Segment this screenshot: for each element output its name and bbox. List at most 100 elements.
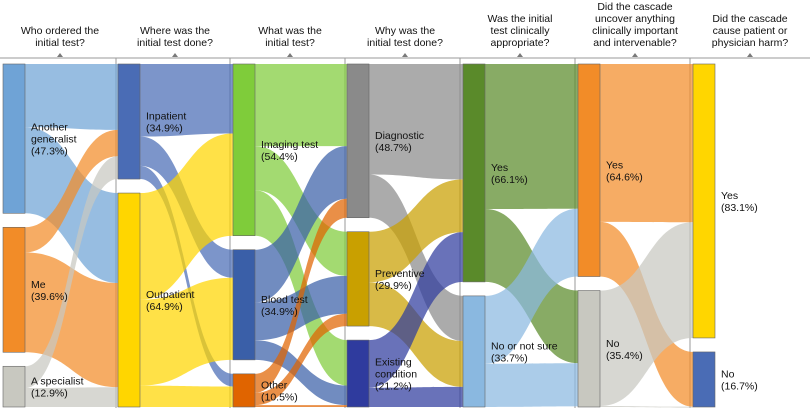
node-bar xyxy=(2,63,26,214)
node-label-line: (29.9%) xyxy=(375,280,412,292)
node-label-line: No or not sure xyxy=(491,340,558,352)
node-label: Inpatient(34.9%) xyxy=(146,111,186,135)
header-arrow-icon xyxy=(632,53,638,57)
header-arrow-icon xyxy=(287,53,293,57)
node-label-line: Inpatient xyxy=(146,111,186,123)
node-label: Preventive(29.9%) xyxy=(375,268,425,292)
flow-link xyxy=(369,386,463,407)
node-label-line: Imaging test xyxy=(261,139,318,151)
column-header-line: initial test? xyxy=(35,37,85,49)
node-bar xyxy=(577,290,601,408)
header-arrow-icon xyxy=(402,53,408,57)
node-label: Diagnostic(48.7%) xyxy=(375,130,424,154)
node-label-line: (35.4%) xyxy=(606,350,643,362)
node-label-line: (10.5%) xyxy=(261,391,298,403)
flow-link xyxy=(600,222,693,407)
node-label-line: (64.9%) xyxy=(146,301,183,313)
flow-link xyxy=(140,64,233,137)
flow-link xyxy=(600,64,693,223)
flow-link xyxy=(140,133,233,300)
column-header-line: and intervenable? xyxy=(593,37,677,49)
node-bar xyxy=(232,373,256,408)
flow-link xyxy=(25,387,118,407)
node-label-line: Other xyxy=(261,379,288,391)
flow-link xyxy=(485,64,578,210)
node-label: Outpatient(64.9%) xyxy=(146,289,195,313)
node-label-line: condition xyxy=(375,369,417,381)
node-label-line: (64.6%) xyxy=(606,171,643,183)
node-label-line: (39.6%) xyxy=(31,291,68,303)
node-label-line: (54.4%) xyxy=(261,151,298,163)
flow-link xyxy=(255,313,347,406)
node-label: Yes(66.1%) xyxy=(491,162,528,186)
header-arrow-icon xyxy=(57,53,63,57)
node-label-line: No xyxy=(721,368,735,380)
node-label-line: (48.7%) xyxy=(375,142,412,154)
node-label-line: (34.9%) xyxy=(146,123,183,135)
column-header-line: Was the initial xyxy=(488,13,553,25)
node-label-line: (33.7%) xyxy=(491,352,528,364)
node-bar xyxy=(462,295,486,408)
flow-link xyxy=(369,179,463,283)
node-label-line: Diagnostic xyxy=(375,130,424,142)
flow-link xyxy=(255,405,347,407)
column-header-line: clinically important xyxy=(592,25,678,37)
node-bar xyxy=(117,63,141,180)
node-label: Yes(83.1%) xyxy=(721,190,758,214)
node-bar xyxy=(462,63,486,283)
node-label-line: Blood test xyxy=(261,294,308,306)
node-bar xyxy=(232,63,256,237)
node-label-line: (66.1%) xyxy=(491,174,528,186)
node-label: Other(10.5%) xyxy=(261,379,298,403)
flow-link xyxy=(255,146,347,303)
column-header-line: initial test? xyxy=(265,37,315,49)
flow-link xyxy=(255,275,347,341)
node-bar xyxy=(577,63,601,277)
flow-link xyxy=(369,232,463,388)
node-label-line: (83.1%) xyxy=(721,202,758,214)
node-bar xyxy=(2,365,26,408)
column-header-line: appropriate? xyxy=(491,37,550,49)
flow-link xyxy=(25,156,118,389)
node-label-line: No xyxy=(606,338,620,350)
flow-link xyxy=(140,277,233,386)
node-label-line: (34.9%) xyxy=(261,306,298,318)
node-bar xyxy=(692,351,716,408)
node-label: No(35.4%) xyxy=(606,338,643,362)
column-header-line: uncover anything xyxy=(595,13,675,25)
node-label: Me(39.6%) xyxy=(31,279,68,303)
flow-link xyxy=(25,129,118,253)
node-label-line: (12.9%) xyxy=(31,388,68,400)
node-label-line: generalist xyxy=(31,134,77,146)
node-bar xyxy=(692,63,716,339)
flow-link xyxy=(485,363,578,407)
node-label-line: Existing xyxy=(375,357,412,369)
header-arrow-icon xyxy=(747,53,753,57)
node-label-line: Me xyxy=(31,279,46,291)
node-label: No or not sure(33.7%) xyxy=(491,340,558,364)
links xyxy=(25,64,693,408)
column-header-line: initial test done? xyxy=(137,37,213,49)
node-bar xyxy=(2,226,26,353)
column-header-line: physician harm? xyxy=(712,37,789,49)
node-label-line: Another xyxy=(31,122,68,134)
node-label-line: Outpatient xyxy=(146,289,195,301)
node-label-line: Yes xyxy=(606,159,623,171)
flow-link xyxy=(25,127,118,284)
column-header-line: Where was the xyxy=(140,25,210,37)
header-arrow-icon xyxy=(172,53,178,57)
header-arrow-icon xyxy=(517,53,523,57)
node-label: A specialist(12.9%) xyxy=(31,376,84,400)
column-header-line: Who ordered the xyxy=(21,25,99,37)
node-label-line: (21.2%) xyxy=(375,381,412,393)
column-header-line: Did the cascade xyxy=(712,13,787,25)
node-bar xyxy=(346,339,370,408)
